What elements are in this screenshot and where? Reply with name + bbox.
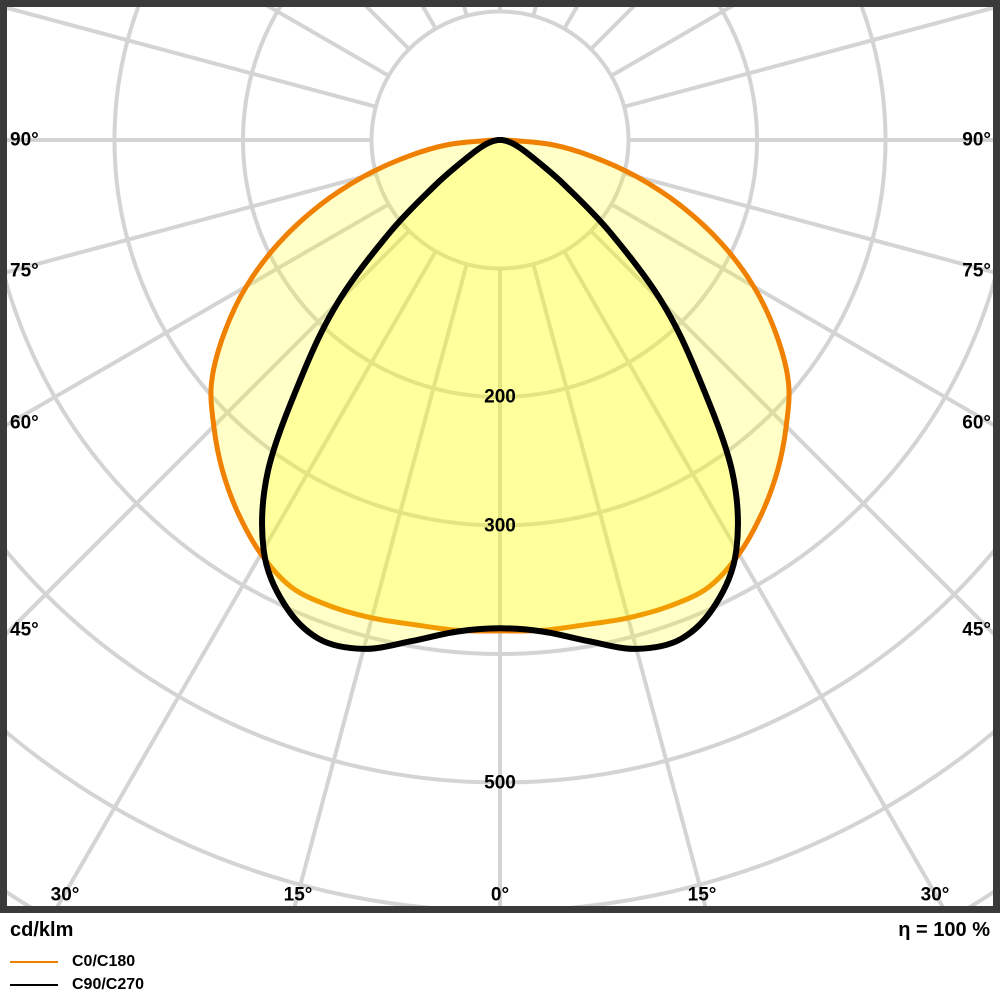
unit-label: cd/klm: [10, 919, 74, 941]
legend-label-c0-c180: C0/C180: [72, 953, 136, 970]
legend-item-c0-c180: C0/C180: [10, 953, 135, 971]
c0-c180-line-swatch: [10, 961, 58, 963]
legend-item-c90-c270: C90/C270: [10, 976, 144, 994]
plot-frame: [0, 0, 1000, 913]
legend-label-c90-c270: C90/C270: [72, 976, 145, 993]
c90-c270-curve: [259, 137, 741, 652]
light-output-ratio-label: η = 100 %: [898, 919, 990, 941]
polar-grid: [7, 7, 993, 906]
polar-diagram-canvas: [0, 0, 1000, 913]
c90-c270-line-swatch: [10, 984, 58, 986]
